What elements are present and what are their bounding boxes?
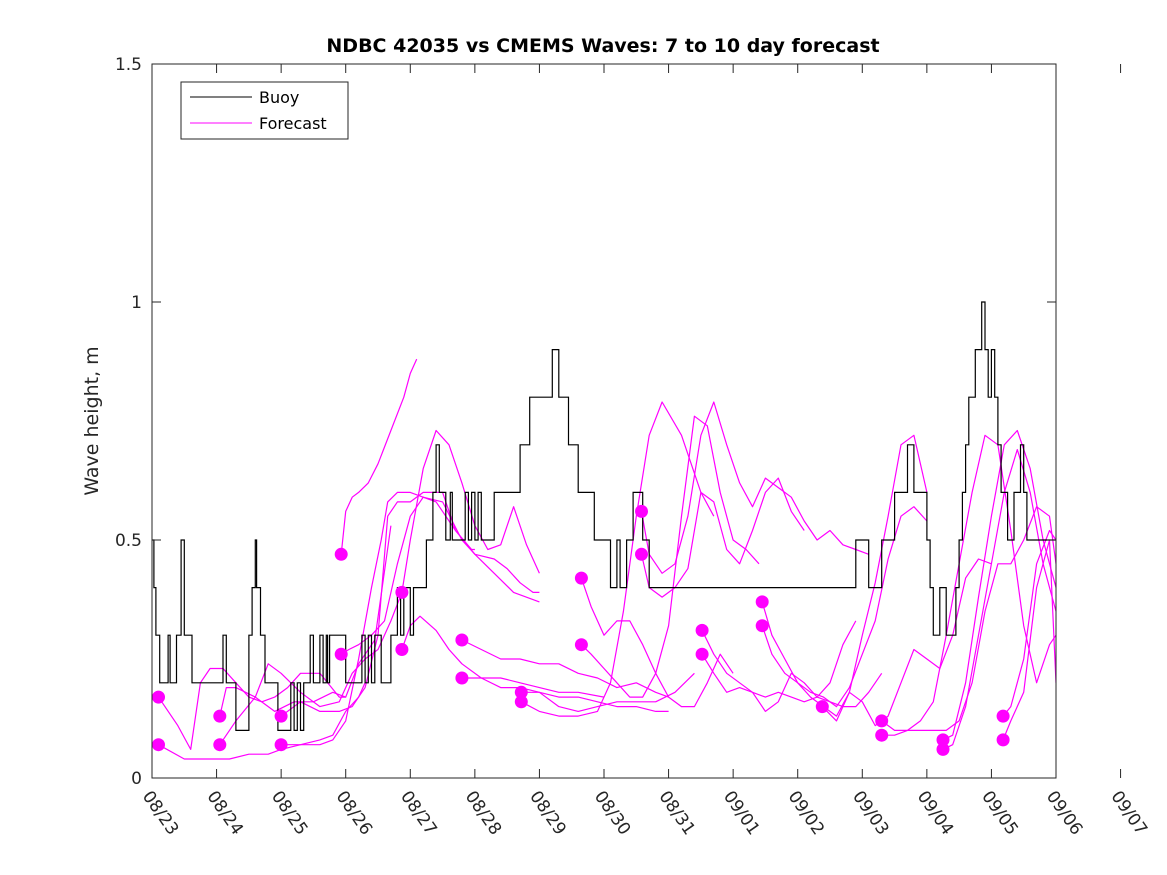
forecast-line <box>701 653 883 713</box>
forecast-line <box>821 558 992 727</box>
y-axis-label: Wave height, m <box>81 346 103 495</box>
forecast-line <box>340 358 418 555</box>
forecast-start-marker <box>936 742 950 756</box>
forecast-line <box>761 434 928 717</box>
forecast-line <box>640 401 869 574</box>
forecast-start-marker <box>213 738 227 752</box>
forecast-start-marker <box>213 709 227 723</box>
buoy-line <box>152 301 1056 732</box>
forecast-line <box>761 506 928 708</box>
forecast-start-marker <box>755 595 769 609</box>
forecast-start-marker <box>574 638 588 652</box>
forecast-line <box>521 672 695 713</box>
forecast-line <box>461 639 669 698</box>
forecast-start-marker <box>274 709 288 723</box>
forecast-line <box>881 434 1056 732</box>
forecast-start-marker <box>635 504 648 518</box>
y-tick-label: 1 <box>131 293 142 313</box>
forecast-line <box>461 677 669 713</box>
forecast-start-marker <box>274 738 288 752</box>
forecast-start-marker <box>875 728 889 742</box>
forecast-line <box>1002 539 1056 741</box>
forecast-line <box>580 415 760 698</box>
forecast-start-marker <box>514 695 528 709</box>
forecast-line <box>942 429 1056 741</box>
forecast-line <box>640 477 805 598</box>
forecast-start-marker <box>152 690 165 704</box>
forecast-start-marker <box>755 619 769 633</box>
forecast-start-marker <box>455 671 469 685</box>
forecast-start-marker <box>695 647 709 661</box>
legend-buoy-label: Buoy <box>259 88 299 107</box>
forecast-start-marker <box>875 714 889 728</box>
forecast-line <box>281 491 540 746</box>
y-tick-label: 0 <box>131 769 142 789</box>
legend: Buoy Forecast <box>180 81 349 140</box>
forecast-start-marker <box>695 623 709 637</box>
y-tick-label: 1.5 <box>115 55 142 75</box>
forecast-start-marker <box>574 571 588 585</box>
legend-box <box>180 81 349 140</box>
forecast-start-marker <box>152 738 165 752</box>
forecast-start-marker <box>334 647 348 661</box>
forecast-start-marker <box>395 643 409 656</box>
forecast-start-marker <box>996 733 1010 747</box>
forecast-line <box>219 587 405 746</box>
series-layer <box>152 301 1056 760</box>
forecast-line <box>942 449 1056 750</box>
legend-forecast-label: Forecast <box>259 114 327 133</box>
forecast-line <box>881 506 1056 736</box>
forecast-line <box>1002 529 1056 717</box>
forecast-start-marker <box>395 585 409 599</box>
forecast-start-marker <box>514 685 528 699</box>
forecast-start-marker <box>455 633 469 647</box>
chart-title: NDBC 42035 vs CMEMS Waves: 7 to 10 day f… <box>326 35 879 57</box>
forecast-line <box>521 401 715 717</box>
forecast-start-marker <box>996 709 1010 723</box>
forecast-start-marker <box>334 547 348 561</box>
forecast-start-marker <box>815 700 829 714</box>
y-tick-label: 0.5 <box>115 531 142 551</box>
forecast-start-marker <box>936 733 950 747</box>
plot-area <box>152 64 1056 778</box>
forecast-start-marker <box>635 547 648 561</box>
forecast-line <box>701 620 857 703</box>
forecast-start-markers <box>152 504 1010 756</box>
